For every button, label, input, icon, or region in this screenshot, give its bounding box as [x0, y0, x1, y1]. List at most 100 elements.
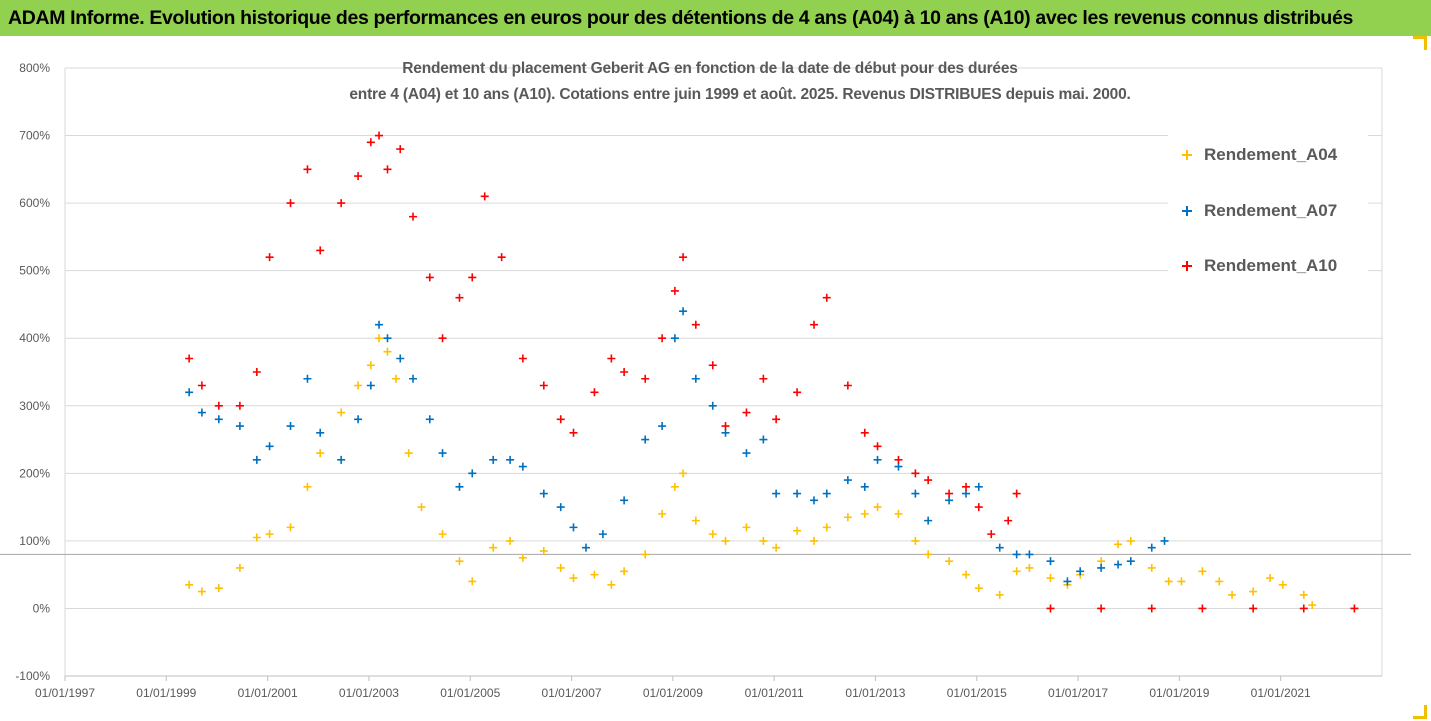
data-point — [658, 334, 667, 343]
data-point — [1160, 536, 1169, 545]
data-point — [455, 293, 464, 302]
data-point — [489, 455, 498, 464]
chart-title-line-2: entre 4 (A04) et 10 ans (A10). Cotations… — [349, 86, 1131, 103]
data-point — [620, 368, 629, 376]
data-point — [404, 449, 413, 458]
data-point — [894, 455, 903, 464]
legend-marker-a04 — [1182, 150, 1192, 160]
y-tick-label: 300% — [19, 399, 50, 413]
data-point — [265, 253, 274, 262]
data-point — [1025, 563, 1034, 572]
selection-corner-top-right[interactable] — [1413, 36, 1427, 39]
data-point — [1164, 577, 1173, 586]
data-point — [894, 509, 903, 518]
selection-corner-bottom-right[interactable] — [1413, 716, 1427, 719]
data-point — [375, 334, 384, 343]
data-point — [316, 449, 325, 458]
data-point — [620, 567, 629, 576]
y-tick-label: 100% — [19, 534, 50, 548]
data-point — [556, 503, 565, 512]
data-point — [468, 273, 477, 282]
data-point — [556, 563, 565, 572]
legend: Rendement_A04 Rendement_A07 Rendement_A1… — [1168, 126, 1368, 291]
data-point — [658, 509, 667, 518]
x-tick-label: 01/01/2019 — [1149, 686, 1209, 700]
data-point — [679, 469, 688, 478]
data-point — [911, 536, 920, 545]
data-point — [962, 570, 971, 579]
x-tick-label: 01/01/2021 — [1251, 686, 1311, 700]
data-point — [409, 212, 418, 221]
data-point — [383, 165, 392, 174]
data-point — [759, 374, 768, 383]
data-point — [383, 334, 392, 343]
data-point — [759, 435, 768, 444]
data-point — [759, 536, 768, 545]
data-point — [708, 401, 717, 410]
x-tick-label: 01/01/2011 — [745, 686, 804, 700]
data-point — [691, 516, 700, 525]
data-point — [480, 192, 489, 201]
legend-marker-a10 — [1182, 261, 1192, 271]
data-point — [337, 408, 346, 417]
data-point — [822, 523, 831, 532]
data-point — [252, 455, 261, 464]
x-tick-label: 01/01/2013 — [845, 686, 905, 700]
data-point — [409, 374, 418, 383]
data-point — [607, 354, 616, 363]
data-point — [721, 428, 730, 437]
data-point — [539, 547, 548, 556]
data-point — [539, 489, 548, 498]
data-point — [793, 489, 802, 498]
data-point — [670, 286, 679, 295]
data-point — [197, 587, 206, 596]
data-point — [691, 374, 700, 383]
x-tick-label: 01/01/1997 — [35, 686, 95, 700]
data-point — [974, 482, 983, 491]
data-point — [375, 131, 384, 140]
data-point — [598, 530, 607, 539]
x-tick-label: 01/01/2001 — [238, 686, 298, 700]
data-point — [1025, 550, 1034, 559]
data-point — [1097, 604, 1106, 613]
data-point — [185, 354, 194, 363]
data-point — [1076, 567, 1085, 576]
y-tick-label: 500% — [19, 264, 50, 278]
data-point — [354, 381, 363, 390]
series-rendement_a04 — [185, 334, 1317, 610]
data-point — [1249, 587, 1258, 596]
y-axis-ticks: -100% 0% 100% 200% 300% 400% 500% 600% 700% 800% — [15, 61, 50, 683]
data-point — [772, 543, 781, 552]
data-point — [658, 422, 667, 431]
data-point — [873, 442, 882, 451]
y-tick-label: 200% — [19, 466, 50, 480]
data-point — [1299, 590, 1308, 599]
data-point — [995, 543, 1004, 552]
data-point — [438, 530, 447, 539]
data-point — [1147, 543, 1156, 552]
data-point — [1147, 604, 1156, 613]
selection-corner-top-right-vertical[interactable] — [1424, 36, 1427, 50]
data-point — [539, 381, 548, 390]
data-point — [518, 462, 527, 471]
data-point — [316, 246, 325, 255]
selection-corner-bottom-right-vertical[interactable] — [1424, 705, 1427, 719]
data-point — [506, 536, 515, 545]
data-point — [1012, 567, 1021, 576]
data-point — [1228, 590, 1237, 599]
data-point — [286, 523, 295, 532]
data-point — [911, 489, 920, 498]
data-point — [962, 489, 971, 498]
data-point — [265, 530, 274, 539]
data-point — [641, 435, 650, 444]
data-point — [924, 516, 933, 525]
data-point — [911, 469, 920, 478]
y-tick-label: 700% — [19, 129, 50, 143]
data-point — [679, 253, 688, 262]
data-point — [337, 199, 346, 208]
data-point — [721, 536, 730, 545]
data-point — [1046, 604, 1055, 613]
data-point — [235, 422, 244, 431]
data-point — [670, 334, 679, 343]
data-point — [497, 253, 506, 262]
